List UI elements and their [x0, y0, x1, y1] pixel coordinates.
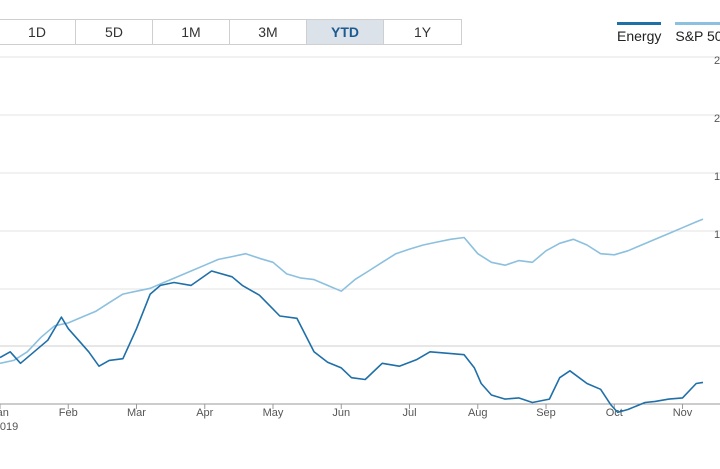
tab-3m[interactable]: 3M — [230, 20, 307, 44]
tab-1y[interactable]: 1Y — [384, 20, 461, 44]
date-range-selector: 1D 5D 1M 3M YTD 1Y — [0, 19, 462, 45]
y-tick-label: 1 — [714, 229, 720, 241]
series-line-energy — [0, 270, 704, 414]
y-tick-label: 2 — [714, 113, 720, 125]
legend-swatch-sp500 — [675, 22, 720, 25]
tab-1d[interactable]: 1D — [0, 20, 76, 44]
legend-label-energy: Energy — [617, 28, 662, 44]
x-axis-year-label: 2019 — [0, 421, 18, 433]
tab-1m[interactable]: 1M — [153, 20, 230, 44]
x-tick-label: May — [263, 407, 284, 419]
x-tick-label: Jun — [332, 407, 350, 419]
legend-item-sp500[interactable]: S&P 500 — [675, 22, 720, 44]
legend-item-energy[interactable]: Energy — [617, 22, 662, 44]
x-tick-label: Jan — [0, 407, 9, 419]
y-tick-label: 2 — [714, 55, 720, 67]
x-tick-label: Apr — [196, 407, 213, 419]
x-tick-label: Aug — [468, 407, 488, 419]
chart-legend: Energy S&P 500 — [617, 22, 720, 44]
tab-ytd[interactable]: YTD — [307, 20, 384, 44]
x-tick-label: Mar — [127, 407, 146, 419]
tab-5d[interactable]: 5D — [76, 20, 153, 44]
legend-label-sp500: S&P 500 — [675, 28, 720, 44]
y-tick-label: 1 — [714, 171, 720, 183]
series-line-sp500 — [0, 218, 704, 365]
x-tick-label: Sep — [536, 407, 556, 419]
x-tick-label: Feb — [59, 407, 78, 419]
x-tick-label: Oct — [606, 407, 623, 419]
x-tick-label: Nov — [673, 407, 693, 419]
legend-swatch-energy — [617, 22, 662, 25]
x-tick-label: Jul — [402, 407, 416, 419]
